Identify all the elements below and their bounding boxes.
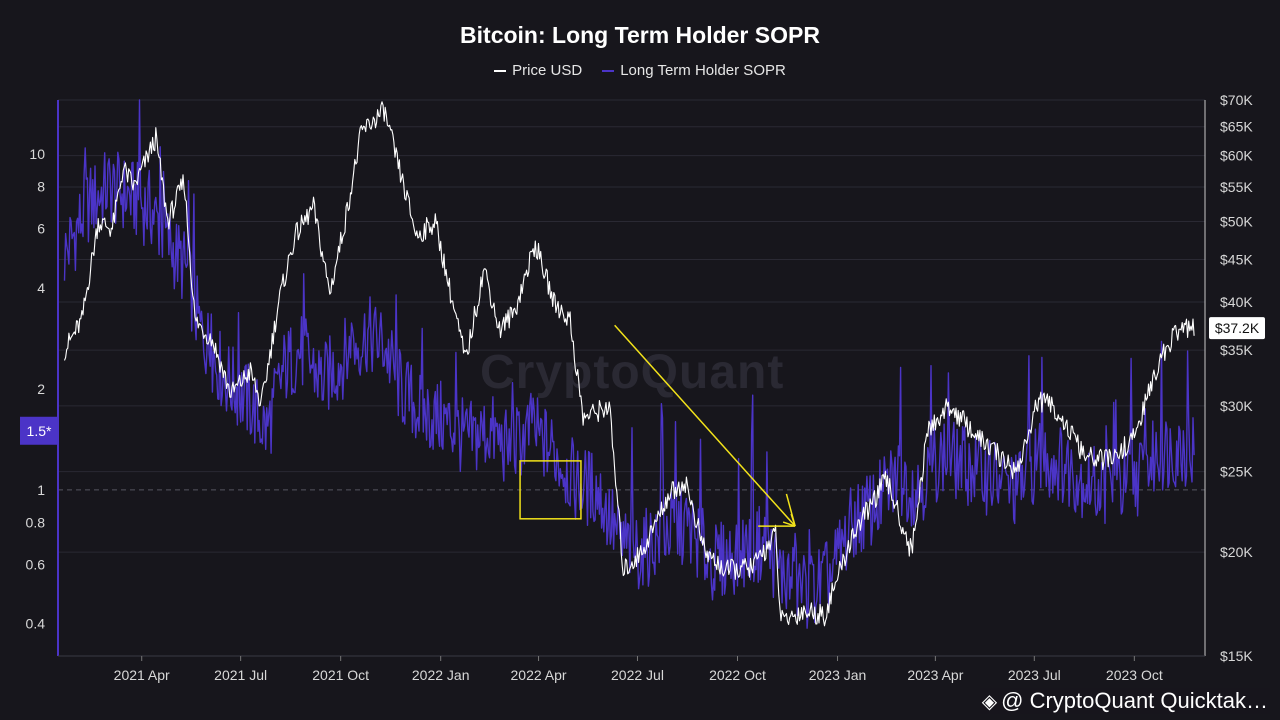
right-axis-tick-label: $70K [1220,92,1253,108]
x-axis-tick-label: 2022 Jan [412,667,470,683]
chart-title: Bitcoin: Long Term Holder SOPR [460,22,820,48]
legend-label-price: Price USD [512,62,583,79]
left-axis-tick-label: 0.6 [26,556,46,572]
left-axis-tick-label: 8 [37,179,45,195]
left-highlight-label: 1.5* [27,423,52,439]
sopr-series-line [63,99,1195,629]
current-price-badge [1209,317,1265,340]
right-axis-tick-label: $50K [1220,213,1253,229]
x-axis-tick-label: 2021 Jul [214,667,267,683]
chart-legend: Price USD Long Term Holder SOPR [0,62,1280,79]
left-axis-tick-label: 10 [29,146,45,162]
x-axis-tick-label: 2023 Jul [1008,667,1061,683]
right-axis-tick-label: $15K [1220,648,1253,664]
x-axis-tick-label: 2021 Apr [114,667,170,683]
right-axis-tick-label: $35K [1220,342,1253,358]
binance-logo-icon: ◈ [981,691,998,713]
watermark: CryptoQuant [480,346,785,399]
right-axis-tick-label: $40K [1220,294,1253,310]
legend-swatch-price [494,69,507,72]
x-axis-tick-label: 2022 Apr [511,667,567,683]
right-axis-tick-label: $45K [1220,251,1253,267]
x-axis-tick-label: 2023 Apr [907,667,963,683]
legend-label-sopr: Long Term Holder SOPR [620,62,786,79]
left-axis-tick-label: 2 [37,381,45,397]
x-axis-tick-label: 2022 Jul [611,667,664,683]
legend-item-price[interactable]: Price USD [494,62,582,79]
left-axis-tick-label: 1 [37,482,45,498]
right-axis-tick-label: $30K [1220,398,1253,414]
left-axis-tick-label: 0.4 [26,615,46,631]
right-axis-tick-label: $65K [1220,119,1253,135]
left-axis-tick-label: 4 [37,280,45,296]
footer-credit: ◈ @ CryptoQuant Quicktak… [979,688,1270,714]
current-price-label: $37.2K [1215,320,1260,336]
x-axis-tick-label: 2023 Jan [809,667,867,683]
right-axis-tick-label: $60K [1220,148,1253,164]
annotation-arrow [614,324,796,527]
legend-swatch-sopr [602,69,615,72]
x-axis-tick-label: 2021 Oct [312,667,369,683]
price-series-line [63,101,1195,627]
right-axis-tick-label: $55K [1220,179,1253,195]
left-highlight-badge [20,416,58,445]
annotation-rectangle [519,460,582,520]
legend-item-sopr[interactable]: Long Term Holder SOPR [602,62,786,79]
x-axis-tick-label: 2022 Oct [709,667,766,683]
x-axis-tick-label: 2023 Oct [1106,667,1163,683]
right-axis-tick-label: $25K [1220,464,1253,480]
left-axis-tick-label: 6 [37,221,45,237]
right-axis-tick-label: $20K [1220,544,1253,560]
footer-text: @ CryptoQuant Quicktak… [1001,688,1268,713]
annotation-arrowhead [782,513,796,527]
left-axis-tick-label: 0.8 [26,514,46,530]
